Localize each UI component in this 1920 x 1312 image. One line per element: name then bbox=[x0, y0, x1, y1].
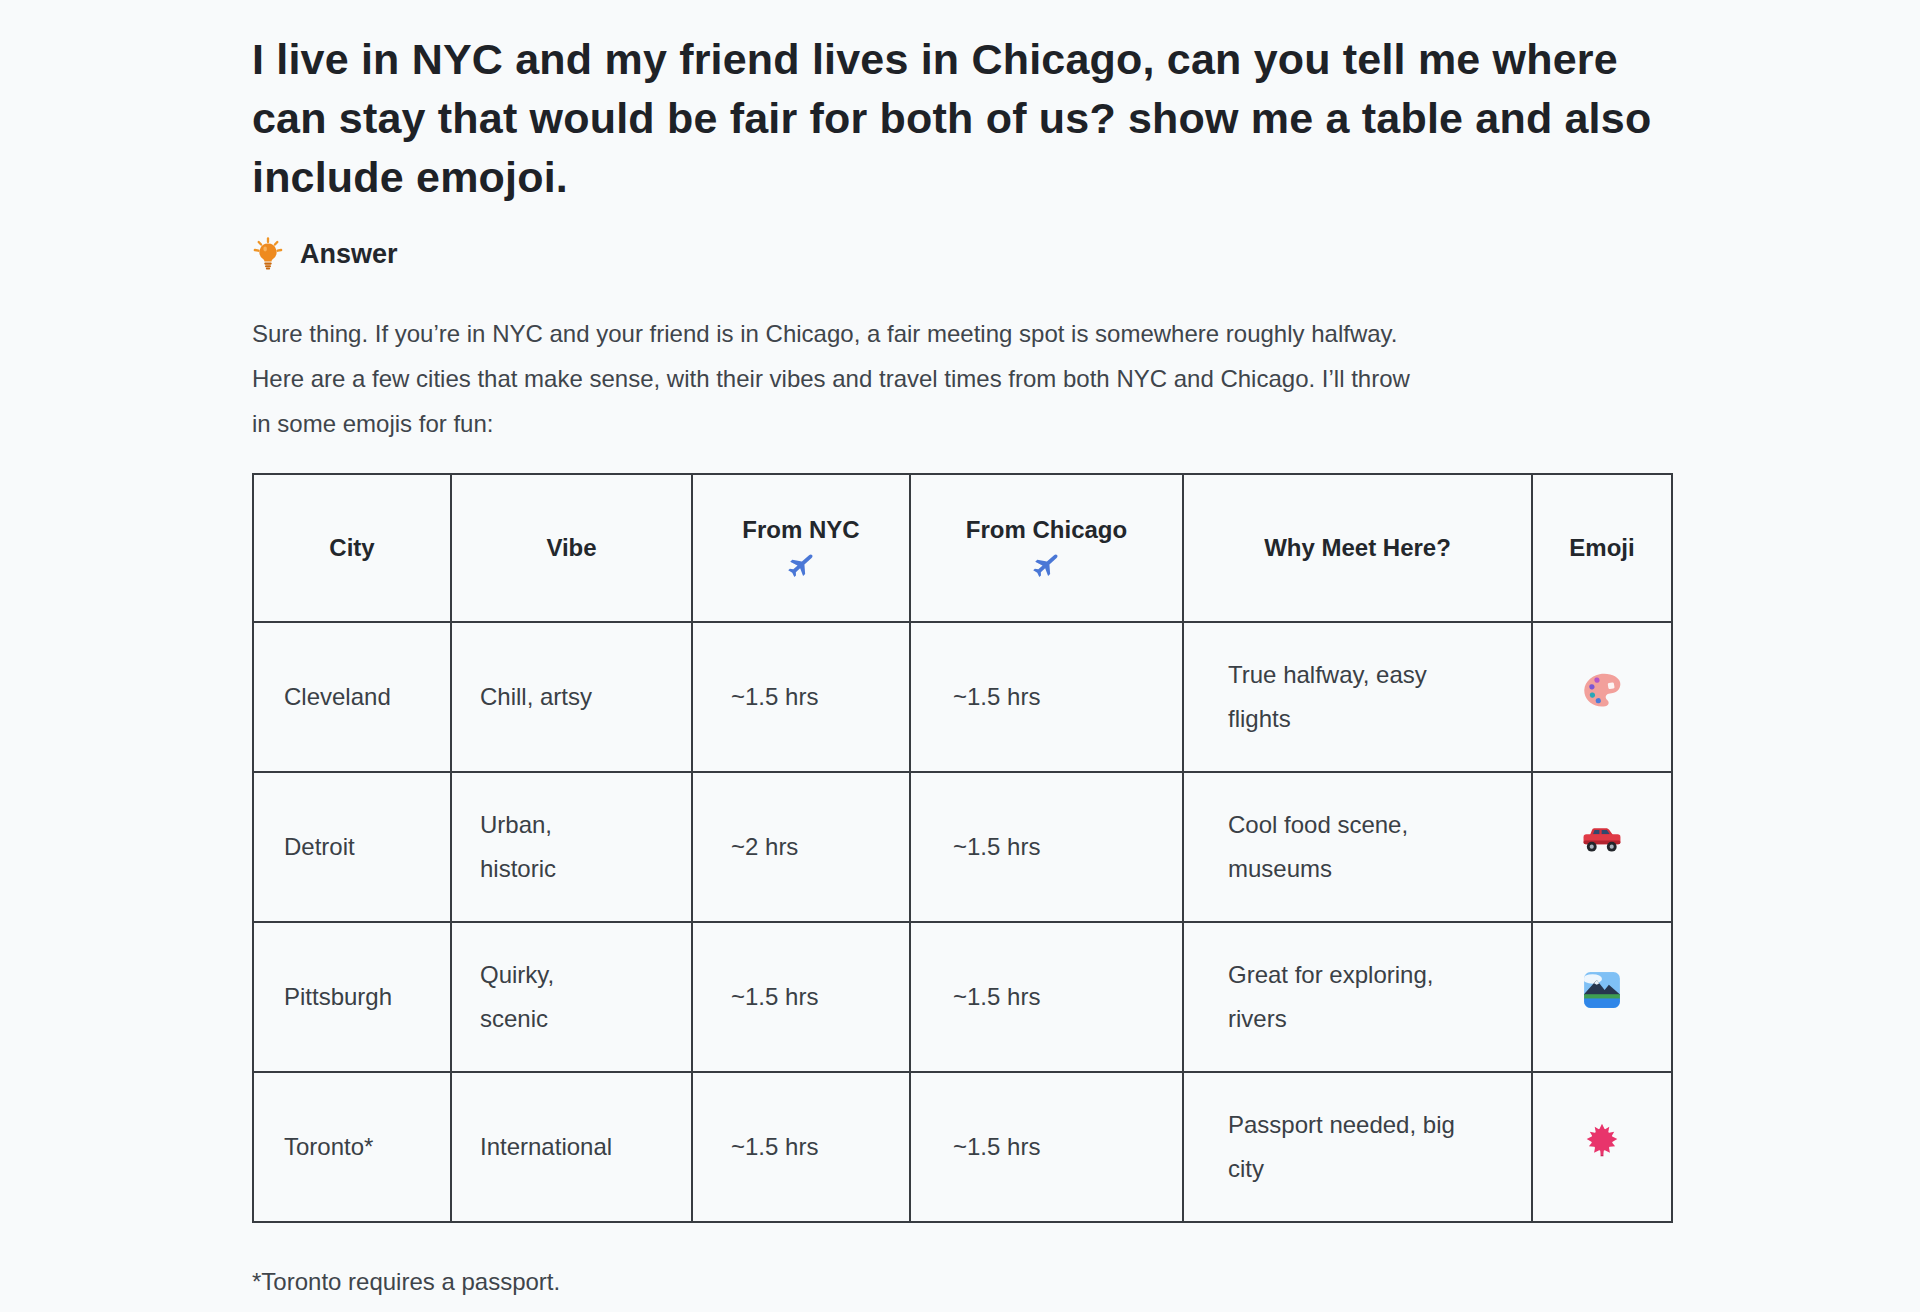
table-header-row: City Vibe From NYC From Chicago Why Meet… bbox=[253, 474, 1672, 622]
cell-emoji bbox=[1532, 922, 1672, 1072]
cell-city: Detroit bbox=[253, 772, 451, 922]
cell-why: True halfway, easy flights bbox=[1183, 622, 1532, 772]
answer-section-header: Answer bbox=[252, 236, 398, 272]
airplane-icon bbox=[786, 549, 817, 580]
cell-vibe: Urban, historic bbox=[451, 772, 692, 922]
cell-why: Great for exploring, rivers bbox=[1183, 922, 1532, 1072]
cell-emoji bbox=[1532, 622, 1672, 772]
cell-from-chicago: ~1.5 hrs bbox=[910, 622, 1183, 772]
table-row-detroit: Detroit Urban, historic ~2 hrs ~1.5 hrs … bbox=[253, 772, 1672, 922]
header-emoji: Emoji bbox=[1532, 474, 1672, 622]
cell-city: Cleveland bbox=[253, 622, 451, 772]
cell-from-nyc: ~2 hrs bbox=[692, 772, 910, 922]
question-title: I live in NYC and my friend lives in Chi… bbox=[252, 30, 1651, 207]
maple-leaf-icon bbox=[1583, 1121, 1621, 1159]
artist-palette-icon bbox=[1582, 670, 1623, 711]
table-row-cleveland: Cleveland Chill, artsy ~1.5 hrs ~1.5 hrs… bbox=[253, 622, 1672, 772]
cell-city: Pittsburgh bbox=[253, 922, 451, 1072]
footnote: *Toronto requires a passport. bbox=[252, 1268, 560, 1296]
table-row-toronto: Toronto* International ~1.5 hrs ~1.5 hrs… bbox=[253, 1072, 1672, 1222]
header-from-nyc: From NYC bbox=[692, 474, 910, 622]
cell-city: Toronto* bbox=[253, 1072, 451, 1222]
cell-from-nyc: ~1.5 hrs bbox=[692, 922, 910, 1072]
light-bulb-icon bbox=[252, 237, 284, 271]
header-from-chicago-label: From Chicago bbox=[966, 516, 1127, 544]
cell-from-chicago: ~1.5 hrs bbox=[910, 1072, 1183, 1222]
airplane-icon bbox=[1031, 549, 1062, 580]
automobile-icon bbox=[1582, 824, 1623, 856]
header-city: City bbox=[253, 474, 451, 622]
cell-emoji bbox=[1532, 1072, 1672, 1222]
national-park-icon bbox=[1583, 971, 1621, 1009]
answer-label: Answer bbox=[300, 239, 398, 270]
cell-vibe: International bbox=[451, 1072, 692, 1222]
cell-from-nyc: ~1.5 hrs bbox=[692, 622, 910, 772]
header-why-meet-here: Why Meet Here? bbox=[1183, 474, 1532, 622]
header-from-chicago: From Chicago bbox=[910, 474, 1183, 622]
intro-paragraph: Sure thing. If you’re in NYC and your fr… bbox=[252, 311, 1410, 446]
cell-why: Cool food scene, museums bbox=[1183, 772, 1532, 922]
header-vibe: Vibe bbox=[451, 474, 692, 622]
answer-page: I live in NYC and my friend lives in Chi… bbox=[0, 0, 1920, 1312]
cell-from-chicago: ~1.5 hrs bbox=[910, 772, 1183, 922]
cell-why: Passport needed, big city bbox=[1183, 1072, 1532, 1222]
cell-vibe: Chill, artsy bbox=[451, 622, 692, 772]
cell-from-chicago: ~1.5 hrs bbox=[910, 922, 1183, 1072]
halfway-cities-table: City Vibe From NYC From Chicago Why Meet… bbox=[252, 473, 1673, 1223]
table-row-pittsburgh: Pittsburgh Quirky, scenic ~1.5 hrs ~1.5 … bbox=[253, 922, 1672, 1072]
cell-emoji bbox=[1532, 772, 1672, 922]
cell-vibe: Quirky, scenic bbox=[451, 922, 692, 1072]
cell-from-nyc: ~1.5 hrs bbox=[692, 1072, 910, 1222]
header-from-nyc-label: From NYC bbox=[742, 516, 859, 544]
